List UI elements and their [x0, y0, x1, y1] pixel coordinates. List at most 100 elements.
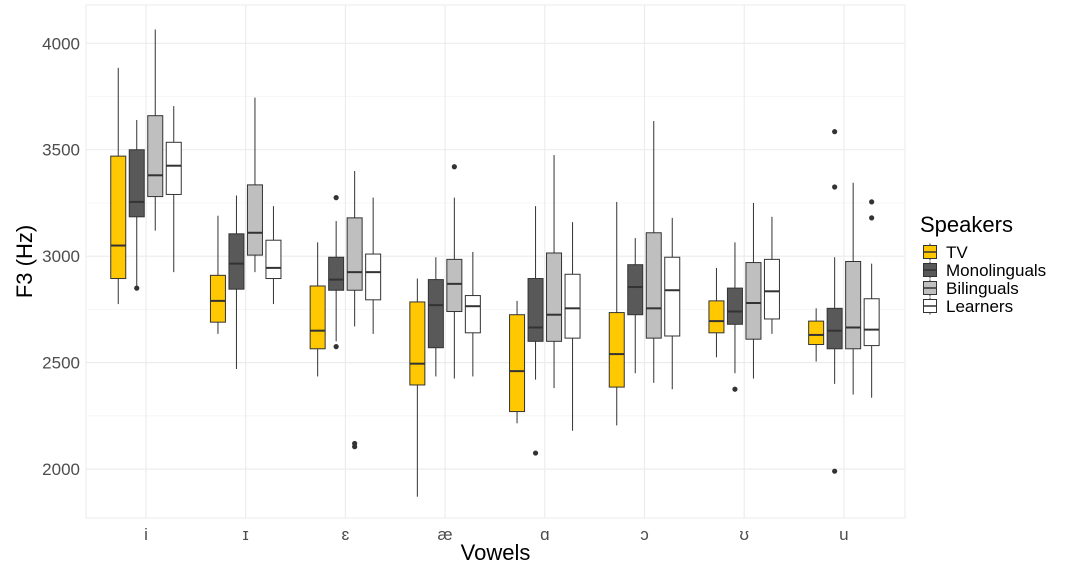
box-group	[409, 278, 426, 497]
outlier-point	[732, 386, 738, 392]
box-group	[527, 206, 544, 456]
box	[608, 312, 625, 388]
legend-item: Bilinguals	[923, 279, 1019, 298]
box	[763, 258, 780, 320]
box	[209, 274, 226, 323]
legend-item: TV	[923, 243, 968, 262]
box-group	[328, 195, 345, 350]
x-tick-label: ɑ	[540, 525, 549, 544]
box-group	[446, 164, 463, 379]
x-tick-label: i	[144, 525, 148, 544]
box	[808, 320, 825, 346]
box	[845, 261, 862, 350]
box	[509, 314, 526, 413]
outlier-point	[532, 450, 539, 456]
box-group	[365, 197, 382, 334]
box-group	[863, 199, 880, 398]
legend-label: Bilinguals	[946, 279, 1019, 298]
box-group	[808, 308, 825, 362]
box-group	[627, 238, 644, 374]
outlier-point	[451, 164, 457, 170]
box	[228, 233, 245, 290]
box	[826, 307, 843, 350]
legend-label: Learners	[946, 297, 1013, 316]
box-group	[608, 201, 625, 426]
box-group	[763, 216, 780, 334]
box	[745, 262, 762, 340]
box	[708, 300, 725, 334]
outlier-point	[333, 344, 339, 350]
box	[128, 149, 145, 218]
box-group	[645, 121, 662, 383]
box-group	[147, 29, 164, 231]
x-tick-label: u	[839, 525, 848, 544]
outlier-point	[869, 215, 875, 221]
box-group	[128, 119, 145, 291]
legend-label: Monolinguals	[946, 261, 1046, 280]
box	[165, 141, 182, 195]
box	[427, 279, 444, 349]
y-tick-label: 3500	[42, 141, 80, 160]
y-tick-label: 2500	[42, 354, 80, 373]
box	[664, 256, 681, 337]
outlier-point	[832, 129, 838, 135]
box-group	[265, 206, 282, 305]
y-tick-label: 3000	[42, 247, 80, 266]
box-group	[209, 215, 226, 334]
outlier-point	[832, 468, 838, 474]
axis-layer: 2000 2500 3000 3500 4000 i ɪ ɛ æ ɑ ɔ ʊ u	[42, 34, 848, 544]
box-group	[509, 300, 526, 424]
box-group	[708, 267, 725, 358]
box-layer	[110, 29, 880, 497]
box-group	[246, 97, 263, 273]
x-axis-title: Vowels	[461, 540, 531, 565]
legend-label: TV	[946, 243, 968, 262]
grid-layer	[85, 4, 906, 519]
box-group	[564, 222, 581, 431]
box	[409, 301, 426, 386]
outlier-point	[832, 184, 838, 190]
box	[464, 295, 481, 334]
box	[546, 252, 563, 342]
box-group	[228, 195, 245, 369]
outlier-point	[134, 285, 140, 291]
legend-item: Monolinguals	[923, 261, 1046, 280]
box	[726, 287, 743, 325]
plot-panel	[85, 4, 906, 519]
outlier-point	[333, 195, 339, 201]
box-group	[464, 251, 481, 377]
outlier-point	[869, 199, 875, 205]
legend-title: Speakers	[920, 212, 1013, 237]
outlier-point	[352, 444, 358, 450]
box	[564, 273, 581, 339]
box	[527, 278, 544, 342]
box-group	[845, 182, 862, 395]
box	[147, 115, 164, 198]
y-tick-label: 2000	[42, 460, 80, 479]
box	[110, 155, 127, 280]
x-tick-label: ʊ	[739, 525, 749, 544]
box	[346, 217, 363, 291]
x-tick-label: ɔ	[640, 525, 649, 544]
box	[309, 285, 326, 350]
box-group	[110, 67, 127, 305]
box	[246, 184, 263, 256]
box	[645, 232, 662, 339]
x-tick-label: ɛ	[342, 525, 350, 544]
y-tick-label: 4000	[42, 34, 80, 53]
box-group	[745, 202, 762, 379]
box-group	[664, 217, 681, 390]
box-group	[726, 242, 743, 392]
box-group	[346, 171, 363, 450]
box	[627, 264, 644, 316]
box-group	[427, 257, 444, 377]
legend: Speakers TVMonolingualsBilingualsLearner…	[920, 212, 1046, 316]
x-tick-label: æ	[438, 525, 453, 544]
box	[446, 258, 463, 313]
box	[328, 256, 345, 291]
box	[863, 298, 880, 347]
box-group	[826, 129, 843, 474]
legend-item: Learners	[923, 297, 1013, 316]
